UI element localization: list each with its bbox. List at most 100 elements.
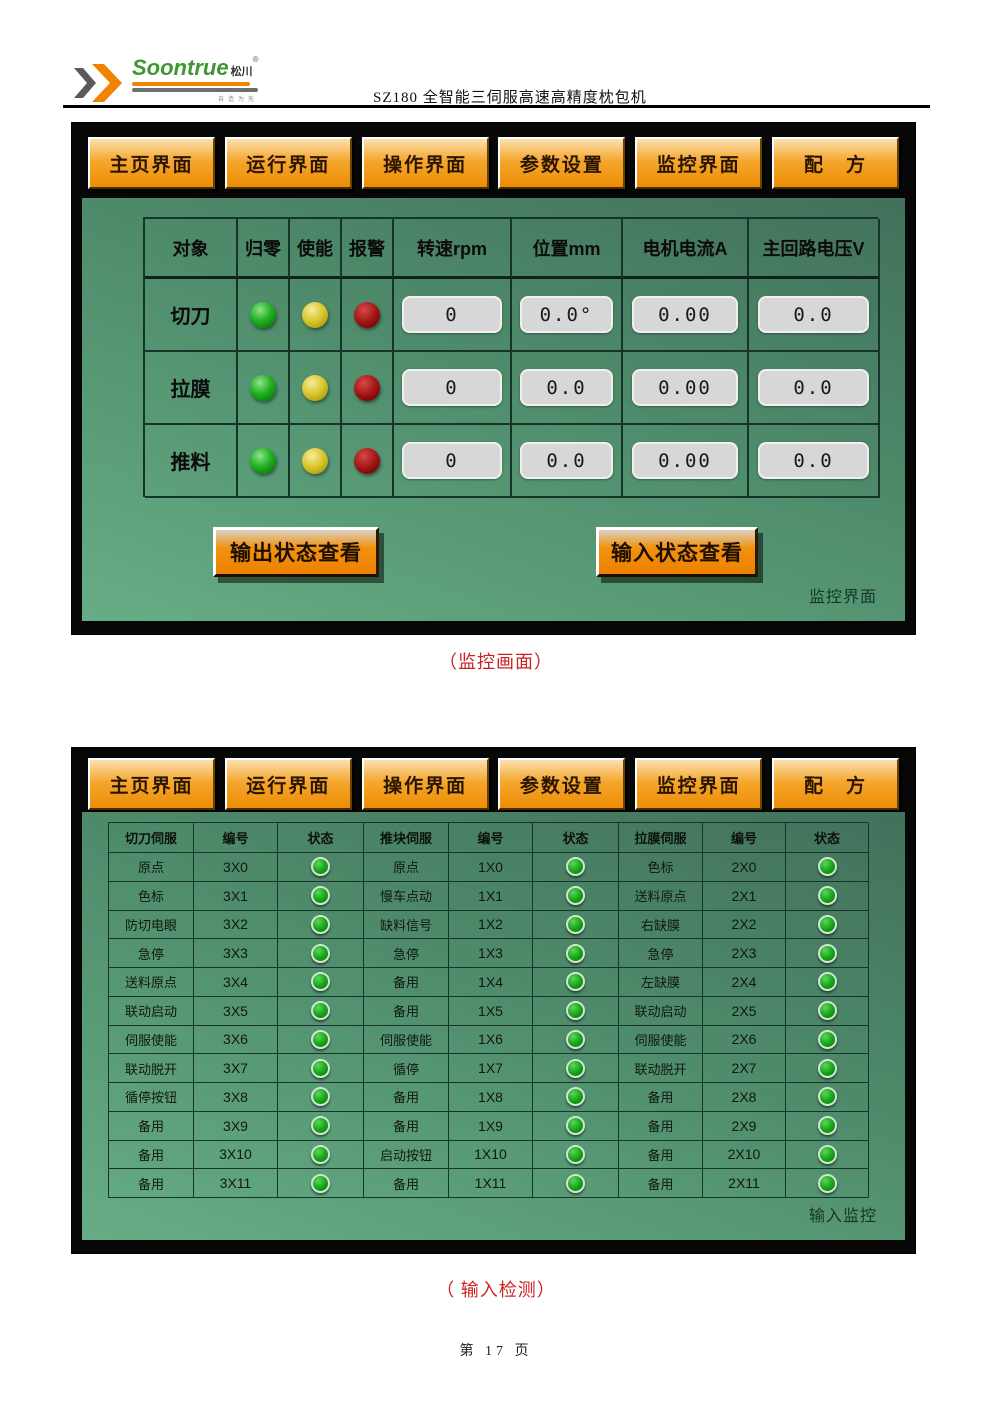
header-rule <box>63 105 930 108</box>
nav-button-4[interactable]: 参数设置 <box>498 137 626 189</box>
signal-status-cell <box>786 1111 869 1141</box>
value-display: 0.00 <box>631 442 739 479</box>
green-led <box>566 1144 585 1164</box>
status-light-cell <box>290 279 342 352</box>
signal-status-cell <box>533 910 619 940</box>
brand-name: Soontrue <box>132 55 229 80</box>
signal-status-cell <box>533 1169 619 1198</box>
monitor-column-header: 电机电流A <box>623 219 749 279</box>
signal-label: 急停 <box>109 939 194 968</box>
value-cell: 0.00 <box>623 279 749 352</box>
value-cell: 0 <box>394 279 512 352</box>
value-cell: 0.00 <box>623 352 749 425</box>
signal-label: 备用 <box>619 1083 703 1112</box>
nav-button-3[interactable]: 操作界面 <box>361 137 489 189</box>
signal-label: 备用 <box>619 1169 703 1198</box>
nav-button-2[interactable]: 运行界面 <box>224 137 352 189</box>
signal-code: 2X10 <box>703 1140 786 1170</box>
nav-button-5[interactable]: 监控界面 <box>635 758 763 810</box>
signal-label: 备用 <box>364 996 449 1026</box>
signal-code: 1X6 <box>449 1025 533 1055</box>
signal-label: 备用 <box>109 1169 194 1198</box>
signal-label: 启动按钮 <box>364 1140 449 1170</box>
signal-label: 备用 <box>364 1111 449 1141</box>
signal-label: 联动启动 <box>109 996 194 1026</box>
logo-swoosh-orange <box>132 82 250 86</box>
signal-label: 备用 <box>109 1111 194 1141</box>
green-led <box>311 886 330 906</box>
green-led <box>817 857 837 877</box>
signal-status-cell <box>786 910 869 940</box>
signal-status-cell <box>786 1054 869 1083</box>
green-led <box>817 1029 837 1049</box>
screen-name-label: 监控界面 <box>808 589 877 606</box>
green-led <box>817 1001 837 1021</box>
value-display: 0 <box>402 369 502 406</box>
signal-label: 急停 <box>364 939 449 968</box>
green-led <box>817 1144 837 1164</box>
signal-label: 原点 <box>364 853 449 882</box>
signal-label: 备用 <box>109 1140 194 1170</box>
nav-button-6[interactable]: 配 方 <box>771 137 899 189</box>
green-led <box>566 972 585 992</box>
status-light-cell <box>290 425 342 498</box>
signal-code: 1X2 <box>449 910 533 940</box>
signal-status-cell <box>278 1025 364 1055</box>
signal-status-cell <box>786 996 869 1026</box>
nav-button-3[interactable]: 操作界面 <box>361 758 489 810</box>
signal-label: 右缺膜 <box>619 910 703 940</box>
green-led <box>566 857 585 877</box>
monitor-row-label: 推料 <box>145 425 238 498</box>
output-status-button[interactable]: 输出状态查看 <box>213 527 379 577</box>
signal-label: 循停按钮 <box>109 1083 194 1112</box>
value-cell: 0.0 <box>749 425 880 498</box>
signal-label: 联动脱开 <box>109 1054 194 1083</box>
yellow-status-light <box>302 374 328 401</box>
input-column-header: 切刀伺服 <box>109 823 194 853</box>
value-display: 0.0 <box>758 442 869 479</box>
signal-label: 伺服使能 <box>109 1025 194 1055</box>
signal-code: 2X0 <box>703 853 786 882</box>
green-led <box>311 1173 330 1193</box>
green-led <box>311 857 330 877</box>
signal-label: 慢车点动 <box>364 881 449 911</box>
monitor-column-header: 位置mm <box>512 219 623 279</box>
monitor-column-header: 主回路电压V <box>749 219 880 279</box>
signal-label: 色标 <box>619 853 703 882</box>
soontrue-logo: Soontrue 松川 ® 自造为先 <box>72 55 282 105</box>
nav-bar: 主页界面 运行界面 操作界面 参数设置 监控界面配 方 <box>88 758 899 810</box>
green-led <box>311 1116 330 1136</box>
nav-button-6[interactable]: 配 方 <box>771 758 899 810</box>
input-status-button[interactable]: 输入状态查看 <box>596 527 758 577</box>
signal-code: 2X2 <box>703 910 786 940</box>
signal-code: 3X0 <box>194 853 278 882</box>
green-led <box>566 914 585 934</box>
signal-code: 2X1 <box>703 881 786 911</box>
signal-code: 2X7 <box>703 1054 786 1083</box>
nav-button-5[interactable]: 监控界面 <box>635 137 763 189</box>
input-screen-panel: 主页界面 运行界面 操作界面 参数设置 监控界面配 方 切刀伺服 编号 状态 推块伺服 编号 状态… <box>72 748 915 1253</box>
signal-code: 3X3 <box>194 939 278 968</box>
signal-label: 备用 <box>364 1169 449 1198</box>
signal-label: 送料原点 <box>109 968 194 997</box>
green-led <box>817 1058 837 1078</box>
nav-button-1[interactable]: 主页界面 <box>88 137 215 189</box>
nav-button-4[interactable]: 参数设置 <box>498 758 626 810</box>
signal-status-cell <box>278 996 364 1026</box>
green-led <box>566 1173 585 1193</box>
nav-button-2[interactable]: 运行界面 <box>224 758 352 810</box>
signal-code: 1X5 <box>449 996 533 1026</box>
monitor-column-header: 使能 <box>290 219 342 279</box>
signal-label: 备用 <box>619 1111 703 1141</box>
doc-title: SZ180 全智能三伺服高速高精度枕包机 <box>373 90 647 106</box>
signal-status-cell <box>786 1083 869 1112</box>
green-led <box>566 1058 585 1078</box>
signal-status-cell <box>533 968 619 997</box>
value-cell: 0.0° <box>512 279 623 352</box>
signal-code: 3X11 <box>194 1169 278 1198</box>
signal-status-cell <box>786 1025 869 1055</box>
green-led <box>311 914 330 934</box>
green-led <box>311 1058 330 1078</box>
green-led <box>566 1087 585 1107</box>
nav-button-1[interactable]: 主页界面 <box>88 758 215 810</box>
